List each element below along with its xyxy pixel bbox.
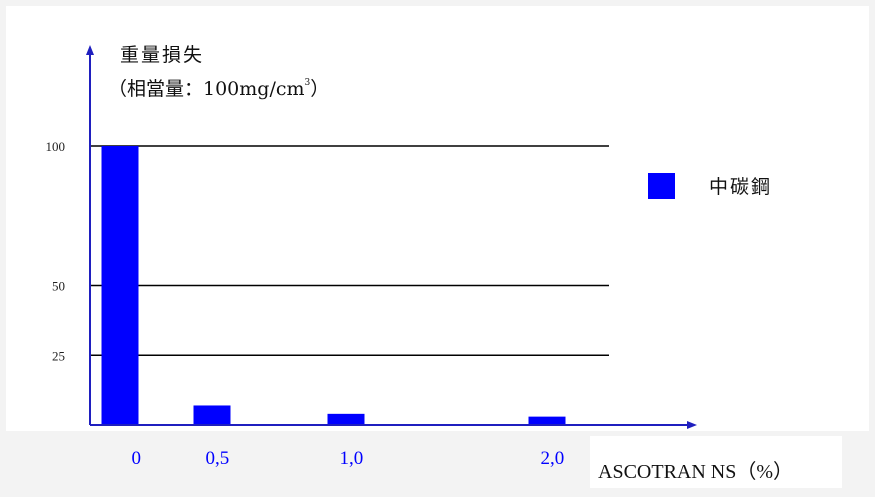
x-tick-label: 0,5 — [206, 448, 230, 469]
y-axis-arrow — [86, 45, 94, 55]
y-axis-unit-close: ） — [310, 78, 330, 100]
y-tick-label: 50 — [52, 279, 65, 294]
y-tick-label: 25 — [52, 348, 65, 363]
y-axis-title: 重量損失 — [120, 44, 205, 66]
xlabel-background — [590, 436, 842, 488]
bar — [101, 146, 139, 425]
bar — [327, 413, 365, 425]
y-axis-unit-superscript: 3 — [304, 78, 311, 88]
bar — [193, 405, 231, 425]
plot-background — [6, 6, 869, 431]
legend-label: 中碳鋼 — [709, 176, 773, 198]
y-tick-label: 100 — [46, 139, 66, 154]
y-axis-unit: （相當量：100mg/cm3） — [108, 74, 329, 101]
legend-swatch — [648, 172, 675, 199]
x-tick-label: 0 — [131, 448, 141, 469]
legend: 中碳鋼 — [648, 172, 772, 199]
bar — [528, 416, 566, 425]
x-axis-title: ASCOTRAN NS（%） — [598, 461, 794, 483]
x-tick-label: 1,0 — [340, 448, 364, 469]
x-axis-arrow — [687, 421, 697, 429]
x-tick-label: 2,0 — [541, 448, 565, 469]
y-axis-unit-text: （相當量：100mg/cm — [108, 78, 305, 100]
